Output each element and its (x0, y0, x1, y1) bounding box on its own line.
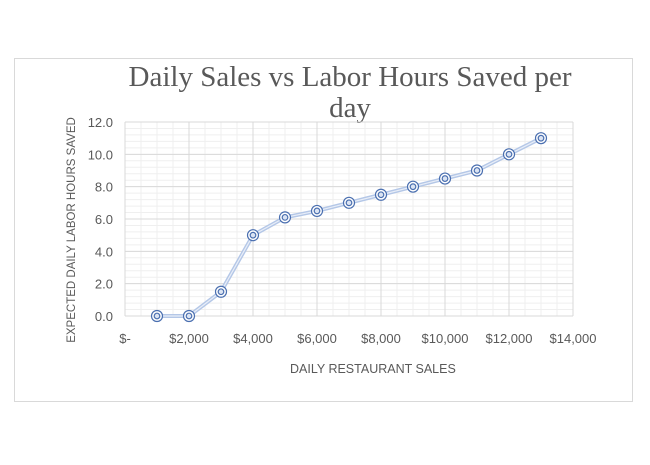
x-tick-label: $12,000 (486, 331, 533, 346)
data-point-marker-inner (217, 288, 225, 296)
x-tick-label: $10,000 (422, 331, 469, 346)
x-tick-label: $4,000 (233, 331, 273, 346)
chart-title: Daily Sales vs Labor Hours Saved per day (128, 61, 572, 124)
y-tick-label: 10.0 (88, 147, 113, 162)
y-tick-label: 2.0 (95, 277, 113, 292)
x-axis-label: DAILY RESTAURANT SALES (290, 362, 456, 376)
data-point-marker-inner (473, 167, 481, 174)
y-tick-label: 0.0 (95, 309, 113, 324)
y-tick-label: 12.0 (88, 115, 113, 130)
data-point-marker-inner (441, 175, 449, 182)
y-tick-label: 8.0 (95, 180, 113, 195)
chart-frame (14, 58, 633, 402)
x-tick-label: $14,000 (550, 331, 597, 346)
data-point-marker-inner (185, 312, 193, 320)
data-point-marker-inner (345, 199, 353, 207)
x-tick-label: $2,000 (169, 331, 209, 346)
x-tick-label: $6,000 (297, 331, 337, 346)
y-tick-label: 6.0 (95, 212, 113, 227)
data-point-marker-inner (249, 231, 257, 239)
y-tick-label: 4.0 (95, 244, 113, 259)
data-point-marker-inner (313, 207, 321, 215)
x-tick-label: $- (119, 331, 131, 346)
data-point-marker-inner (537, 134, 545, 142)
data-point-marker-inner (153, 312, 161, 320)
x-tick-label: $8,000 (361, 331, 401, 346)
data-point-marker-inner (377, 191, 385, 199)
data-point-marker-inner (281, 213, 289, 221)
data-point-marker-inner (505, 150, 513, 158)
data-point-marker-inner (409, 183, 417, 191)
